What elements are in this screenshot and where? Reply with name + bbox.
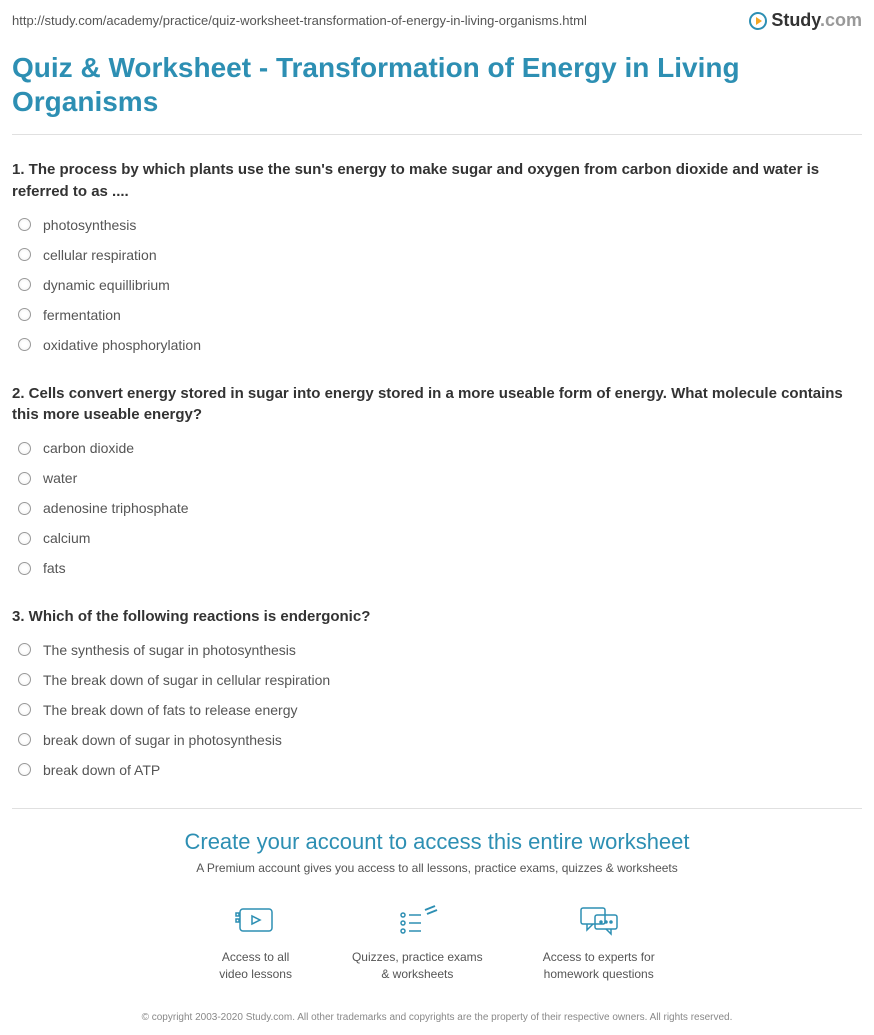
cta-section: Create your account to access this entir… bbox=[12, 808, 862, 1025]
divider bbox=[12, 134, 862, 135]
option-text: photosynthesis bbox=[43, 217, 136, 233]
radio-icon[interactable] bbox=[18, 763, 31, 776]
radio-icon[interactable] bbox=[18, 472, 31, 485]
question-text: 1. The process by which plants use the s… bbox=[12, 159, 862, 203]
option-text: fermentation bbox=[43, 307, 121, 323]
radio-icon[interactable] bbox=[18, 278, 31, 291]
option[interactable]: fats bbox=[12, 560, 862, 576]
option[interactable]: adenosine triphosphate bbox=[12, 500, 862, 516]
logo-text-com: .com bbox=[820, 10, 862, 30]
radio-icon[interactable] bbox=[18, 673, 31, 686]
option-text: The break down of sugar in cellular resp… bbox=[43, 672, 330, 688]
option-text: fats bbox=[43, 560, 66, 576]
play-icon bbox=[749, 12, 767, 30]
option-text: adenosine triphosphate bbox=[43, 500, 189, 516]
option-text: carbon dioxide bbox=[43, 440, 134, 456]
feature-video[interactable]: Access to allvideo lessons bbox=[219, 903, 292, 983]
option[interactable]: calcium bbox=[12, 530, 862, 546]
feature-text: Access to allvideo lessons bbox=[219, 949, 292, 983]
page-title: Quiz & Worksheet - Transformation of Ene… bbox=[12, 51, 862, 118]
option-text: break down of sugar in photosynthesis bbox=[43, 732, 282, 748]
option-text: The synthesis of sugar in photosynthesis bbox=[43, 642, 296, 658]
radio-icon[interactable] bbox=[18, 562, 31, 575]
option[interactable]: break down of ATP bbox=[12, 762, 862, 778]
radio-icon[interactable] bbox=[18, 643, 31, 656]
option[interactable]: water bbox=[12, 470, 862, 486]
question-text: 3. Which of the following reactions is e… bbox=[12, 606, 862, 628]
option-text: break down of ATP bbox=[43, 762, 160, 778]
checklist-icon bbox=[393, 903, 441, 939]
radio-icon[interactable] bbox=[18, 733, 31, 746]
feature-text: Quizzes, practice exams& worksheets bbox=[352, 949, 483, 983]
feature-experts[interactable]: Access to experts forhomework questions bbox=[543, 903, 655, 983]
radio-icon[interactable] bbox=[18, 703, 31, 716]
option[interactable]: photosynthesis bbox=[12, 217, 862, 233]
features-row: Access to allvideo lessons Quizzes, prac… bbox=[12, 903, 862, 983]
logo[interactable]: Study.com bbox=[749, 10, 862, 31]
option[interactable]: The break down of fats to release energy bbox=[12, 702, 862, 718]
question: 2. Cells convert energy stored in sugar … bbox=[12, 383, 862, 577]
radio-icon[interactable] bbox=[18, 442, 31, 455]
radio-icon[interactable] bbox=[18, 338, 31, 351]
radio-icon[interactable] bbox=[18, 218, 31, 231]
option[interactable]: carbon dioxide bbox=[12, 440, 862, 456]
option[interactable]: oxidative phosphorylation bbox=[12, 337, 862, 353]
radio-icon[interactable] bbox=[18, 308, 31, 321]
cta-subtitle: A Premium account gives you access to al… bbox=[12, 861, 862, 875]
option[interactable]: cellular respiration bbox=[12, 247, 862, 263]
page-url: http://study.com/academy/practice/quiz-w… bbox=[12, 13, 587, 28]
option-text: cellular respiration bbox=[43, 247, 157, 263]
option-text: oxidative phosphorylation bbox=[43, 337, 201, 353]
option-text: calcium bbox=[43, 530, 90, 546]
radio-icon[interactable] bbox=[18, 248, 31, 261]
copyright: © copyright 2003-2020 Study.com. All oth… bbox=[117, 1011, 757, 1025]
radio-icon[interactable] bbox=[18, 532, 31, 545]
logo-text-study: Study bbox=[771, 10, 820, 30]
video-icon bbox=[232, 903, 280, 939]
radio-icon[interactable] bbox=[18, 502, 31, 515]
question: 1. The process by which plants use the s… bbox=[12, 159, 862, 353]
option[interactable]: The break down of sugar in cellular resp… bbox=[12, 672, 862, 688]
feature-quizzes[interactable]: Quizzes, practice exams& worksheets bbox=[352, 903, 483, 983]
cta-title: Create your account to access this entir… bbox=[12, 829, 862, 855]
question: 3. Which of the following reactions is e… bbox=[12, 606, 862, 778]
option[interactable]: The synthesis of sugar in photosynthesis bbox=[12, 642, 862, 658]
option-text: dynamic equillibrium bbox=[43, 277, 170, 293]
option-text: water bbox=[43, 470, 77, 486]
feature-text: Access to experts forhomework questions bbox=[543, 949, 655, 983]
question-text: 2. Cells convert energy stored in sugar … bbox=[12, 383, 862, 427]
chat-icon bbox=[575, 903, 623, 939]
option-text: The break down of fats to release energy bbox=[43, 702, 297, 718]
option[interactable]: dynamic equillibrium bbox=[12, 277, 862, 293]
option[interactable]: break down of sugar in photosynthesis bbox=[12, 732, 862, 748]
option[interactable]: fermentation bbox=[12, 307, 862, 323]
